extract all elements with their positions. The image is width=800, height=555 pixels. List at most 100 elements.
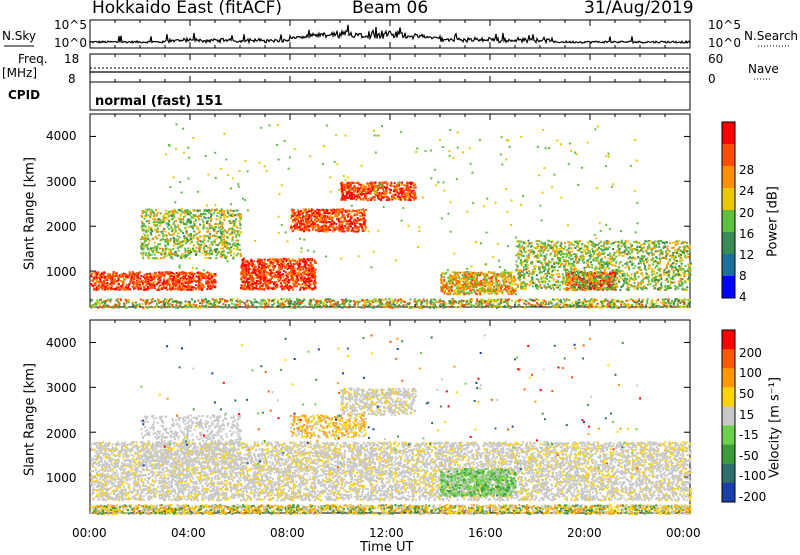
power-cell bbox=[256, 280, 258, 282]
power-cell bbox=[307, 221, 309, 223]
power-cell bbox=[290, 279, 292, 281]
power-cell bbox=[462, 281, 464, 283]
power-cell bbox=[557, 270, 559, 272]
power-cell bbox=[153, 221, 155, 223]
power-cell bbox=[458, 288, 460, 290]
power-cell bbox=[456, 293, 458, 295]
power-cell bbox=[444, 292, 446, 294]
power-cell bbox=[262, 288, 264, 290]
power-cell bbox=[236, 254, 238, 256]
power-cell bbox=[401, 193, 403, 195]
power-cell bbox=[226, 236, 228, 238]
power-cell bbox=[324, 217, 326, 219]
power-cell bbox=[338, 220, 340, 222]
power-cell bbox=[251, 289, 253, 291]
power-cell bbox=[311, 208, 313, 210]
power-cell bbox=[300, 274, 302, 276]
power-cell bbox=[188, 285, 190, 287]
power-cell bbox=[293, 225, 295, 227]
power-cell bbox=[324, 215, 326, 217]
power-cell bbox=[144, 218, 146, 220]
power-cell bbox=[215, 273, 217, 275]
power-cell bbox=[581, 289, 583, 291]
power-cell bbox=[257, 268, 259, 270]
power-cell bbox=[464, 279, 466, 281]
power-cell bbox=[205, 273, 207, 275]
power-cell bbox=[415, 197, 417, 199]
power-cell bbox=[102, 289, 104, 291]
power-cell bbox=[314, 274, 316, 276]
power-cell bbox=[142, 255, 144, 257]
power-cell bbox=[206, 251, 208, 253]
power-cell bbox=[197, 238, 199, 240]
power-cell bbox=[244, 261, 246, 263]
power-cell bbox=[456, 273, 458, 275]
power-cell bbox=[261, 278, 263, 280]
power-cell bbox=[287, 263, 289, 265]
power-cell bbox=[237, 243, 239, 245]
power-cell bbox=[292, 230, 294, 232]
power-cell bbox=[365, 191, 367, 193]
power-cell bbox=[538, 240, 540, 242]
power-cell bbox=[413, 185, 415, 187]
power-cell bbox=[104, 272, 106, 274]
power-cell bbox=[195, 284, 197, 286]
power-cell bbox=[187, 241, 189, 243]
power-cell bbox=[141, 215, 143, 217]
power-cell bbox=[138, 287, 140, 289]
power-cell bbox=[356, 196, 358, 198]
power-cell bbox=[173, 282, 175, 284]
power-cell bbox=[357, 231, 359, 233]
power-cell bbox=[171, 218, 173, 220]
power-cell bbox=[236, 248, 238, 250]
power-cell bbox=[207, 257, 209, 259]
power-cell bbox=[315, 229, 317, 231]
power-cell bbox=[93, 277, 95, 279]
power-cell bbox=[261, 264, 263, 266]
power-cell bbox=[173, 221, 175, 223]
power-cell bbox=[299, 263, 301, 265]
power-cell bbox=[398, 198, 400, 200]
power-cell bbox=[231, 228, 233, 230]
power-cell bbox=[102, 281, 104, 283]
power-cell bbox=[315, 225, 317, 227]
power-cell bbox=[151, 254, 153, 256]
power-cell bbox=[125, 286, 127, 288]
power-cell bbox=[473, 276, 475, 278]
power-cell bbox=[509, 283, 511, 285]
power-cell bbox=[236, 246, 238, 248]
power-cell bbox=[216, 218, 218, 220]
power-cell bbox=[220, 254, 222, 256]
power-cell bbox=[285, 271, 287, 273]
power-cell bbox=[222, 227, 224, 229]
power-cell bbox=[220, 256, 222, 258]
power-cell bbox=[177, 255, 179, 257]
power-cell bbox=[166, 223, 168, 225]
power-cell bbox=[310, 258, 312, 260]
power-cell bbox=[318, 229, 320, 231]
power-cell bbox=[309, 214, 311, 216]
power-cell bbox=[495, 278, 497, 280]
power-cell bbox=[608, 276, 610, 278]
power-cell bbox=[226, 247, 228, 249]
power-cell bbox=[259, 288, 261, 290]
power-cell bbox=[290, 225, 292, 227]
power-cell bbox=[323, 212, 325, 214]
power-cell bbox=[146, 237, 148, 239]
power-cell bbox=[203, 246, 205, 248]
power-cell bbox=[308, 217, 310, 219]
power-cell bbox=[231, 232, 233, 234]
power-cell bbox=[306, 278, 308, 280]
power-cell bbox=[456, 284, 458, 286]
power-cell bbox=[481, 287, 483, 289]
power-cell bbox=[357, 209, 359, 211]
power-cell bbox=[129, 273, 131, 275]
power-cell bbox=[348, 225, 350, 227]
power-cell bbox=[468, 273, 470, 275]
power-cell bbox=[210, 249, 212, 251]
power-cell bbox=[163, 257, 165, 259]
power-cell bbox=[443, 276, 445, 278]
power-cell bbox=[179, 284, 181, 286]
power-cell bbox=[159, 252, 161, 254]
power-cell bbox=[201, 289, 203, 291]
